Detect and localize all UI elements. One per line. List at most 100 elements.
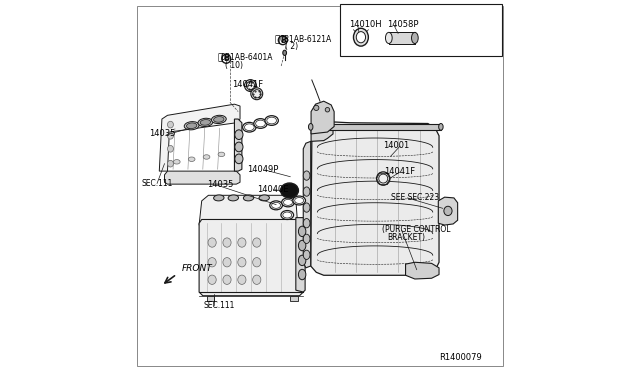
Ellipse shape — [298, 240, 306, 251]
Ellipse shape — [254, 119, 267, 128]
Polygon shape — [207, 296, 214, 301]
Polygon shape — [291, 296, 298, 301]
Text: 14049P: 14049P — [248, 165, 279, 174]
Ellipse shape — [244, 80, 257, 92]
Ellipse shape — [198, 118, 213, 126]
Ellipse shape — [214, 195, 224, 201]
Text: SEE SEC.223: SEE SEC.223 — [390, 193, 439, 202]
Bar — [340, 4, 502, 56]
Ellipse shape — [168, 145, 173, 152]
Ellipse shape — [251, 88, 262, 100]
Polygon shape — [438, 197, 458, 225]
Ellipse shape — [253, 90, 261, 98]
Text: Ⓑ: Ⓑ — [218, 53, 223, 62]
Ellipse shape — [298, 255, 306, 266]
Text: 0B1AB-6401A: 0B1AB-6401A — [220, 53, 273, 62]
Ellipse shape — [253, 257, 261, 267]
Text: 0B1AB-6121A: 0B1AB-6121A — [279, 35, 332, 44]
Ellipse shape — [281, 211, 294, 219]
Text: ( 10): ( 10) — [225, 61, 243, 70]
Ellipse shape — [267, 117, 276, 124]
Text: 14058P: 14058P — [387, 20, 419, 29]
Polygon shape — [311, 101, 334, 134]
Ellipse shape — [283, 50, 287, 55]
Text: Ⓑ: Ⓑ — [275, 36, 280, 45]
Bar — [310, 124, 441, 130]
Ellipse shape — [282, 198, 294, 207]
Ellipse shape — [208, 238, 216, 247]
Ellipse shape — [235, 154, 243, 164]
Ellipse shape — [208, 257, 216, 267]
Ellipse shape — [253, 238, 261, 247]
Text: 14041F: 14041F — [232, 80, 264, 89]
Text: 14040E: 14040E — [257, 185, 288, 194]
Ellipse shape — [314, 105, 319, 110]
Ellipse shape — [223, 257, 231, 267]
Ellipse shape — [168, 121, 173, 128]
Ellipse shape — [223, 275, 231, 285]
Ellipse shape — [303, 187, 310, 196]
Ellipse shape — [184, 122, 199, 130]
Ellipse shape — [228, 195, 239, 201]
Ellipse shape — [243, 122, 256, 132]
Ellipse shape — [412, 32, 418, 44]
Polygon shape — [389, 32, 415, 44]
Text: BRACKET): BRACKET) — [387, 233, 425, 242]
Ellipse shape — [200, 119, 211, 125]
Ellipse shape — [208, 275, 216, 285]
Polygon shape — [199, 195, 298, 225]
Text: (PURGE CONTROL: (PURGE CONTROL — [383, 225, 451, 234]
Text: SEC.111: SEC.111 — [204, 301, 236, 310]
Ellipse shape — [303, 250, 310, 260]
Ellipse shape — [271, 202, 280, 208]
Ellipse shape — [235, 142, 243, 152]
Ellipse shape — [255, 120, 266, 127]
Ellipse shape — [280, 183, 298, 198]
Ellipse shape — [214, 116, 224, 122]
Ellipse shape — [303, 219, 310, 228]
Ellipse shape — [235, 130, 243, 140]
Ellipse shape — [303, 171, 310, 180]
Text: 14010H: 14010H — [349, 20, 381, 29]
Ellipse shape — [238, 257, 246, 267]
Text: 14035: 14035 — [207, 180, 234, 189]
Ellipse shape — [244, 124, 254, 131]
Ellipse shape — [376, 172, 390, 185]
Text: B: B — [223, 54, 229, 63]
Polygon shape — [159, 104, 240, 171]
Text: 14035: 14035 — [149, 129, 175, 138]
Ellipse shape — [308, 124, 313, 130]
Ellipse shape — [270, 201, 282, 210]
Polygon shape — [234, 119, 242, 171]
Ellipse shape — [203, 155, 210, 159]
Ellipse shape — [298, 269, 306, 280]
Ellipse shape — [284, 199, 292, 205]
Polygon shape — [199, 219, 303, 296]
Ellipse shape — [356, 32, 365, 43]
Ellipse shape — [168, 132, 173, 139]
Ellipse shape — [353, 28, 369, 46]
Text: SEC.111: SEC.111 — [141, 179, 173, 187]
Ellipse shape — [303, 234, 310, 244]
Text: R1400079: R1400079 — [439, 353, 482, 362]
Ellipse shape — [303, 203, 310, 212]
Ellipse shape — [243, 195, 254, 201]
Ellipse shape — [246, 81, 255, 90]
Polygon shape — [164, 171, 240, 184]
Polygon shape — [303, 141, 310, 268]
Ellipse shape — [294, 198, 303, 203]
Text: FRONT: FRONT — [182, 264, 212, 273]
Ellipse shape — [222, 54, 231, 63]
Ellipse shape — [385, 32, 392, 44]
Text: ( 2): ( 2) — [285, 42, 298, 51]
Ellipse shape — [253, 275, 261, 285]
Ellipse shape — [168, 160, 173, 167]
Polygon shape — [296, 218, 305, 292]
Ellipse shape — [188, 157, 195, 161]
Ellipse shape — [325, 108, 330, 112]
Ellipse shape — [218, 152, 225, 157]
Ellipse shape — [278, 36, 287, 45]
Ellipse shape — [379, 174, 388, 183]
Text: B: B — [280, 36, 285, 45]
Ellipse shape — [238, 275, 246, 285]
